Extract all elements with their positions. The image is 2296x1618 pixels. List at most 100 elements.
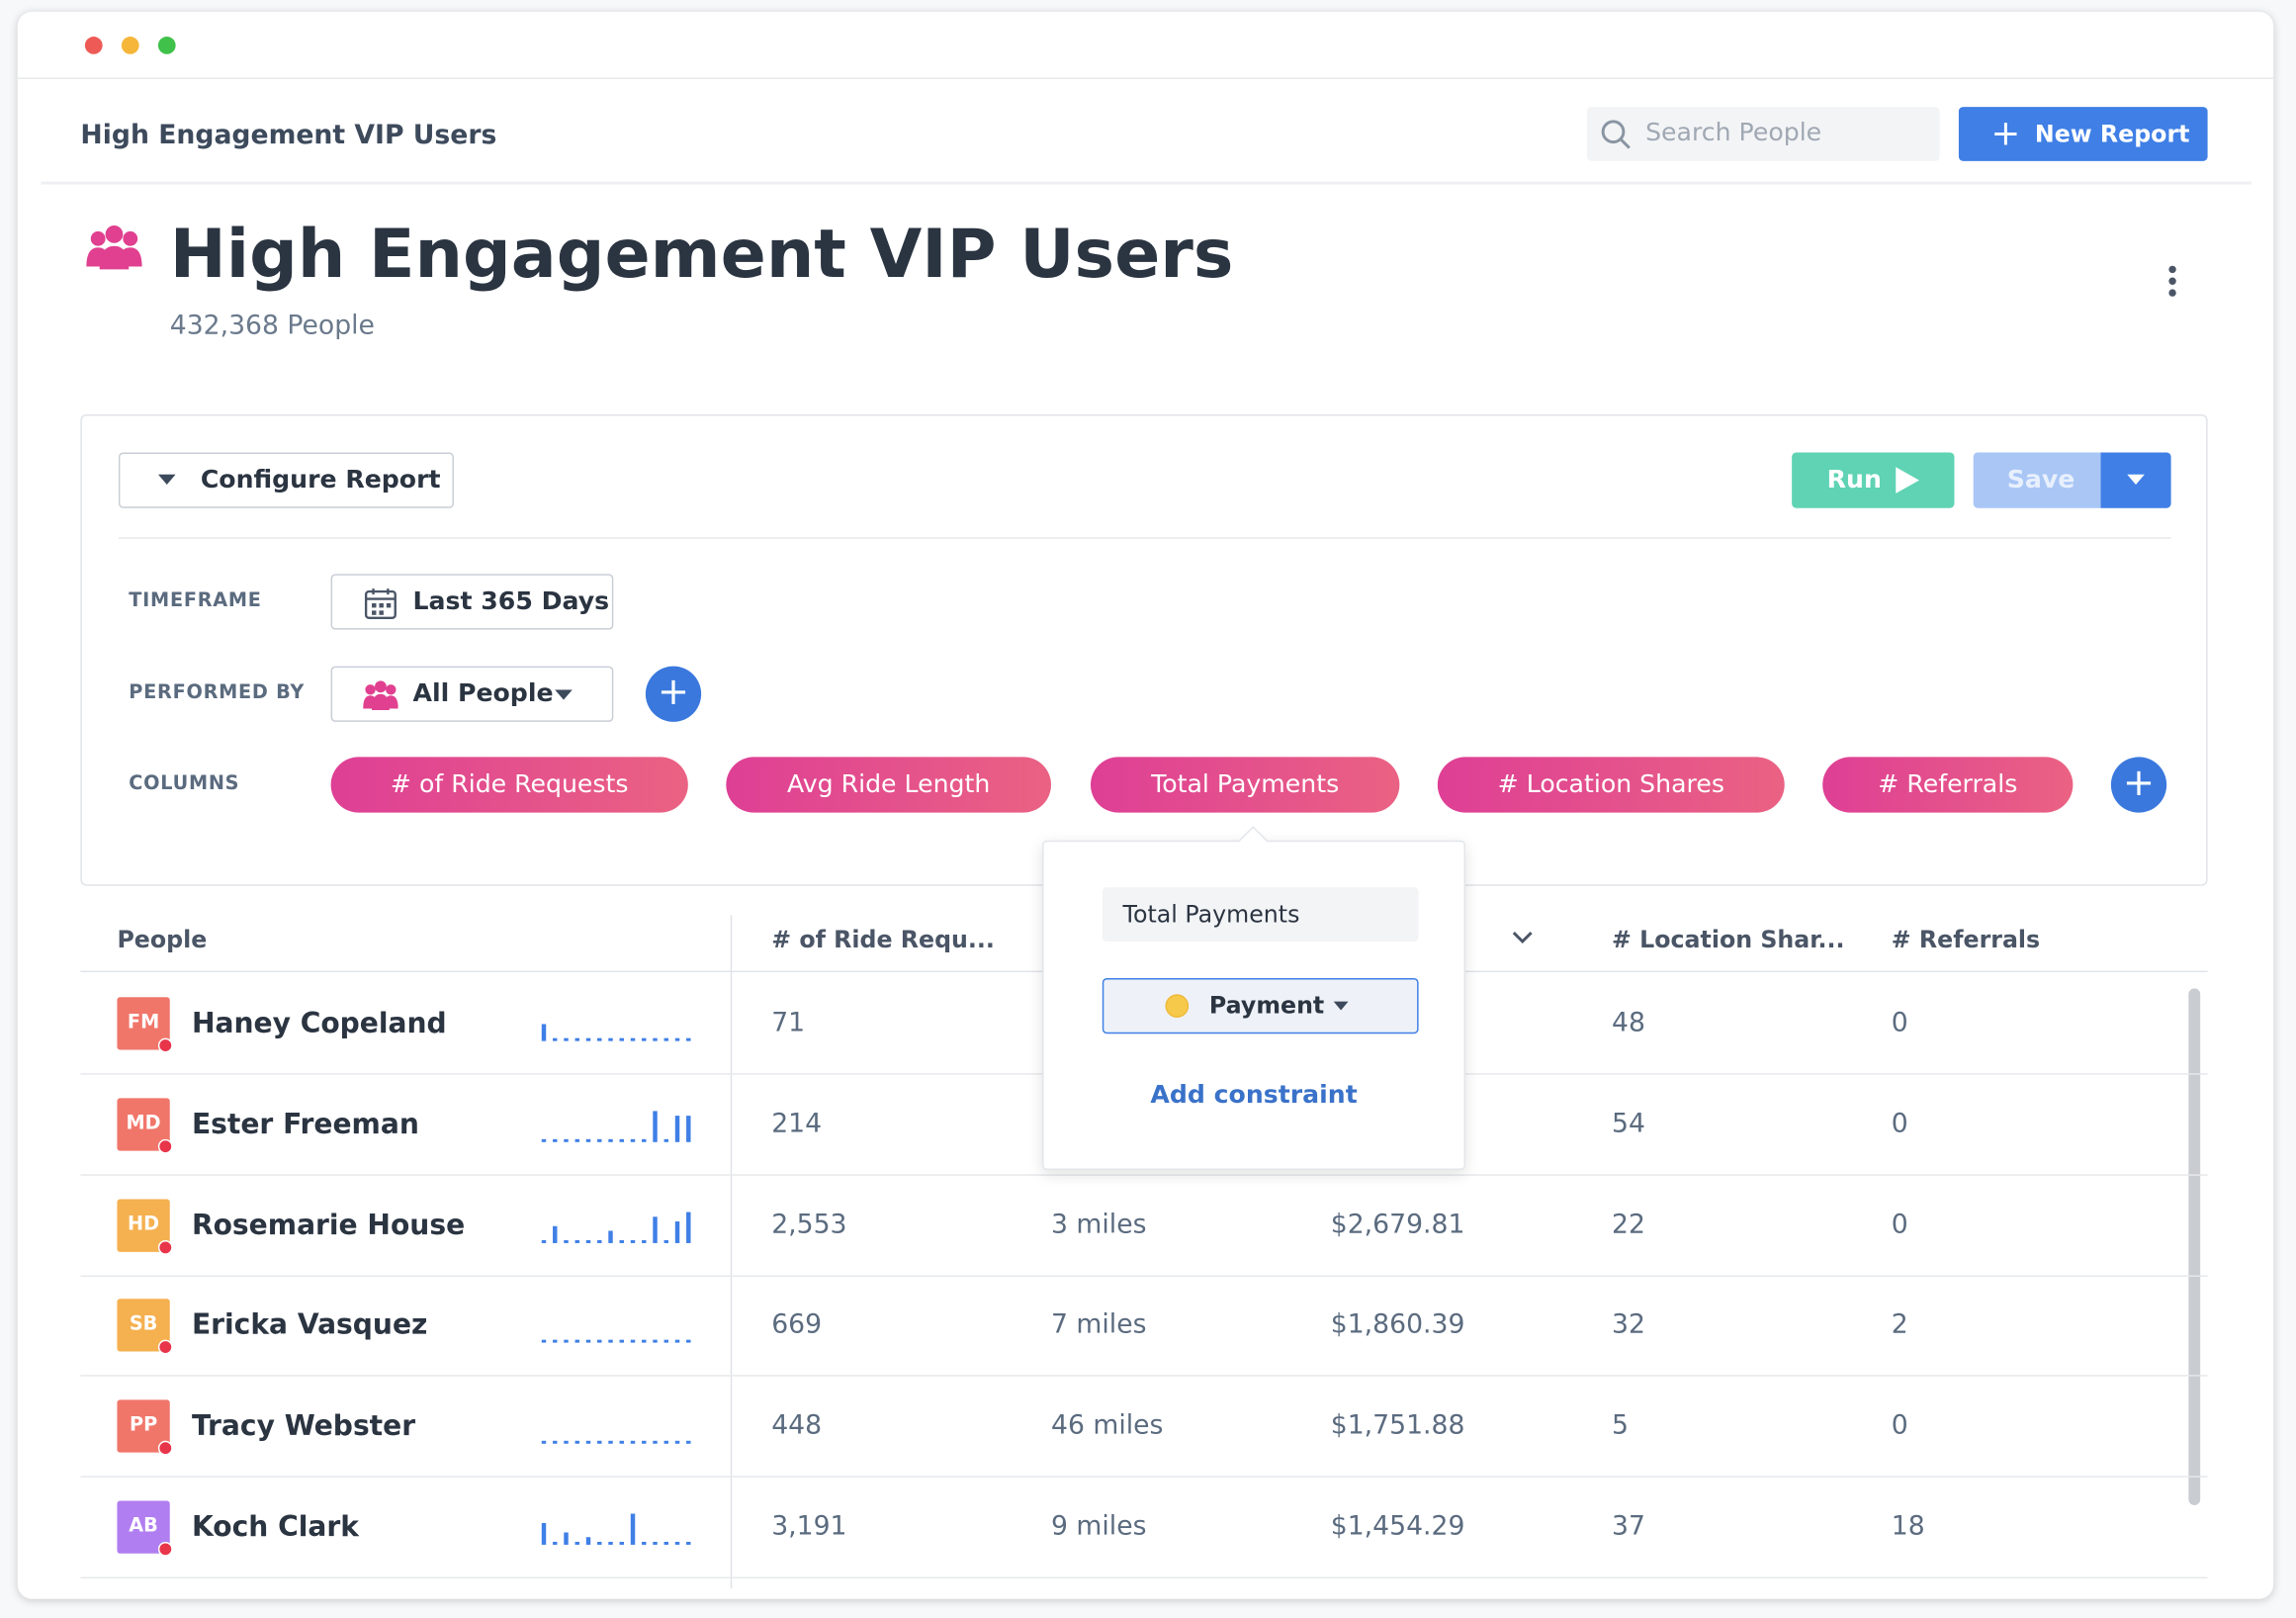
avatar: FM — [117, 997, 173, 1053]
activity-bar — [574, 1441, 579, 1445]
group-icon — [363, 680, 398, 711]
activity-bar — [574, 1138, 579, 1142]
column-header[interactable]: People — [117, 925, 208, 953]
column-name-input[interactable]: Total Payments — [1102, 887, 1419, 942]
save-button[interactable]: Save — [1973, 452, 2101, 508]
activity-bar — [585, 1441, 591, 1445]
column-pill[interactable]: # Location Shares — [1437, 757, 1785, 813]
row-divider — [80, 1174, 2208, 1176]
cell-value: 0 — [1891, 1007, 1908, 1038]
configure-report-button[interactable]: Configure Report — [118, 452, 454, 508]
activity-bar — [597, 1340, 602, 1344]
sort-chevron[interactable] — [1512, 932, 1533, 946]
activity-bar — [674, 1340, 680, 1344]
column-pill[interactable]: Avg Ride Length — [726, 757, 1051, 813]
activity-bar — [663, 1441, 668, 1445]
person-name[interactable]: Rosemarie House — [191, 1209, 466, 1241]
row-divider — [80, 1375, 2208, 1378]
person-name[interactable]: Ester Freeman — [191, 1108, 419, 1141]
activity-sparkline — [541, 1441, 691, 1445]
activity-bar — [642, 1138, 647, 1142]
activity-bar — [541, 1523, 547, 1545]
column-pill[interactable]: Total Payments — [1090, 757, 1400, 813]
add-filter-button[interactable]: + — [645, 666, 702, 722]
activity-bar — [674, 1441, 680, 1445]
cell-value: 46 miles — [1050, 1409, 1164, 1442]
activity-bar — [642, 1340, 647, 1344]
activity-bar — [574, 1340, 579, 1344]
cell-value: 5 — [1612, 1409, 1629, 1442]
filter-value: Last 365 Days — [412, 586, 610, 617]
person-name[interactable]: Tracy Webster — [191, 1409, 416, 1443]
activity-bar — [653, 1111, 658, 1142]
add-constraint-link[interactable]: Add constraint — [1150, 1080, 1358, 1111]
column-header[interactable]: # Referrals — [1891, 925, 2041, 953]
filter-dropdown[interactable]: All People — [330, 666, 614, 722]
activity-bar — [574, 1037, 579, 1041]
event-select[interactable]: Payment — [1102, 977, 1419, 1034]
column-header[interactable]: # of Ride Requ... — [771, 925, 995, 953]
activity-bar — [642, 1541, 647, 1545]
activity-bar — [674, 1220, 680, 1243]
column-header[interactable]: # Location Shar... — [1612, 925, 1845, 953]
filter-dropdown[interactable]: Last 365 Days — [330, 574, 614, 630]
caret — [157, 474, 176, 486]
cell-value: 669 — [771, 1309, 823, 1341]
activity-bar — [686, 1115, 691, 1142]
report-title: High Engagement VIP Users — [169, 214, 1234, 294]
avatar: HD — [117, 1198, 173, 1255]
column-name-value: Total Payments — [1122, 900, 1300, 929]
activity-bar — [553, 1138, 558, 1142]
scrollbar[interactable] — [2188, 988, 2201, 1505]
column-popup: Total Payments Payment Add constraint — [1042, 826, 1465, 1170]
activity-bar — [608, 1229, 613, 1243]
person-name[interactable]: Ericka Vasquez — [191, 1309, 428, 1342]
activity-bar — [541, 1340, 547, 1344]
save-dropdown[interactable] — [2100, 452, 2171, 508]
activity-bar — [663, 1340, 668, 1344]
activity-bar — [585, 1340, 591, 1344]
run-button[interactable]: Run — [1792, 452, 1955, 508]
activity-bar — [608, 1037, 613, 1041]
activity-bar — [663, 1541, 668, 1545]
filter-label: TIMEFRAME — [129, 589, 262, 612]
column-divider — [730, 915, 733, 1589]
column-pill[interactable]: # Referrals — [1822, 757, 2074, 813]
filter-label: PERFORMED BY — [129, 681, 306, 705]
cell-value: 37 — [1612, 1510, 1645, 1542]
activity-bar — [574, 1541, 579, 1545]
activity-bar — [619, 1037, 624, 1041]
column-pill[interactable]: # of Ride Requests — [330, 757, 688, 813]
header-divider — [41, 181, 2252, 185]
person-name[interactable]: Koch Clark — [191, 1510, 359, 1544]
activity-bar — [619, 1138, 624, 1142]
row-divider — [80, 1476, 2208, 1479]
activity-bar — [630, 1441, 636, 1445]
activity-bar — [597, 1037, 602, 1041]
save-label: Save — [2006, 465, 2075, 495]
activity-bar — [553, 1340, 558, 1344]
person-name[interactable]: Haney Copeland — [191, 1007, 447, 1040]
activity-sparkline — [541, 1024, 691, 1041]
row-divider — [80, 1274, 2208, 1277]
search-box[interactable]: Search People — [1586, 107, 1940, 161]
cell-value: 48 — [1612, 1007, 1645, 1038]
cell-value: 32 — [1612, 1309, 1645, 1341]
new-report-button[interactable]: + New Report — [1958, 107, 2208, 161]
status-dot — [157, 1138, 173, 1154]
activity-bar — [553, 1225, 558, 1243]
cell-value: 2,553 — [771, 1209, 847, 1240]
activity-bar — [642, 1037, 647, 1041]
more-menu[interactable] — [2164, 263, 2181, 301]
activity-bar — [585, 1239, 591, 1243]
activity-bar — [674, 1115, 680, 1142]
cell-value: 0 — [1891, 1409, 1908, 1442]
config-divider — [118, 537, 2171, 539]
status-dot — [157, 1541, 173, 1557]
activity-bar — [541, 1441, 547, 1445]
activity-sparkline — [541, 1111, 691, 1142]
activity-bar — [663, 1138, 668, 1142]
activity-bar — [564, 1138, 569, 1142]
add-column-button[interactable]: + — [2110, 757, 2167, 813]
divider — [17, 77, 2274, 79]
